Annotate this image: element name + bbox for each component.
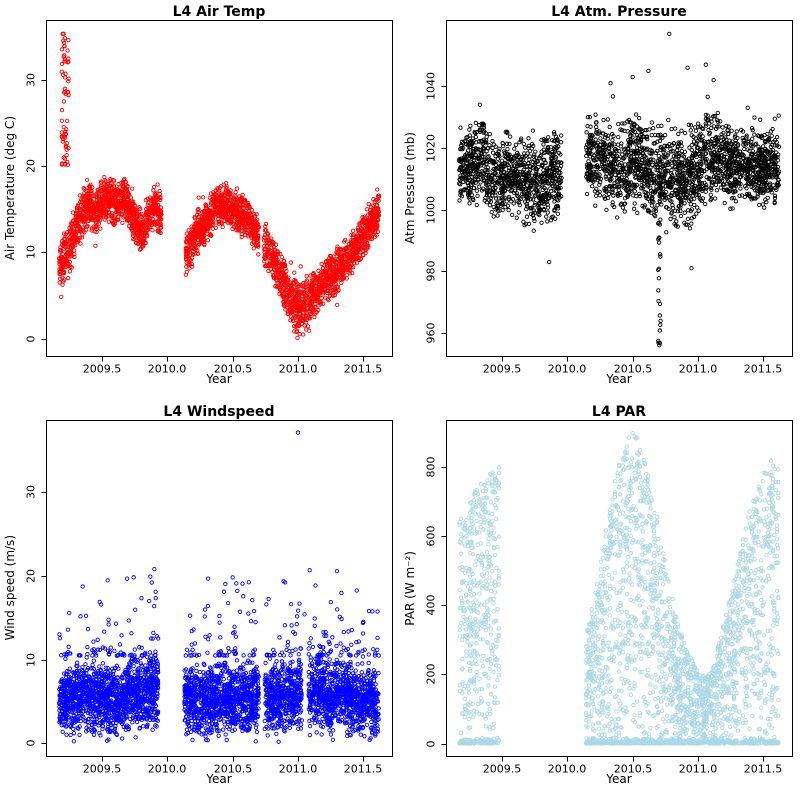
plot-title-atm-pressure: L4 Atm. Pressure	[551, 4, 687, 20]
windspeed-scatter-canvas	[0, 400, 400, 800]
x-axis-label-air-temp: Year	[206, 372, 232, 386]
plot-title-par: L4 PAR	[591, 404, 647, 420]
panel-atm-pressure: L4 Atm. Pressure Year Atm Pressure (mb)	[400, 0, 800, 400]
plot-title-windspeed: L4 Windspeed	[163, 404, 275, 420]
y-axis-label-wrap: Air Temperature (deg C)	[1, 20, 19, 356]
y-axis-label-wrap: Wind speed (m/s)	[1, 420, 19, 756]
y-axis-label-wrap: PAR (W m⁻²)	[401, 420, 419, 756]
atm-pressure-scatter-canvas	[400, 0, 800, 400]
par-scatter-canvas	[400, 400, 800, 800]
x-axis-label-par: Year	[606, 772, 632, 786]
y-axis-label-par: PAR (W m⁻²)	[403, 550, 417, 626]
y-axis-label-atm-pressure: Atm Pressure (mb)	[403, 132, 417, 244]
air-temp-scatter-canvas	[0, 0, 400, 400]
y-axis-label-wrap: Atm Pressure (mb)	[401, 20, 419, 356]
y-axis-label-windspeed: Wind speed (m/s)	[3, 535, 17, 641]
panel-air-temp: L4 Air Temp Year Air Temperature (deg C)	[0, 0, 400, 400]
panel-windspeed: L4 Windspeed Year Wind speed (m/s)	[0, 400, 400, 800]
x-axis-label-windspeed: Year	[206, 772, 232, 786]
plot-title-air-temp: L4 Air Temp	[172, 4, 266, 20]
panel-par: L4 PAR Year PAR (W m⁻²)	[400, 400, 800, 800]
y-axis-label-air-temp: Air Temperature (deg C)	[3, 115, 17, 261]
x-axis-label-atm-pressure: Year	[606, 372, 632, 386]
